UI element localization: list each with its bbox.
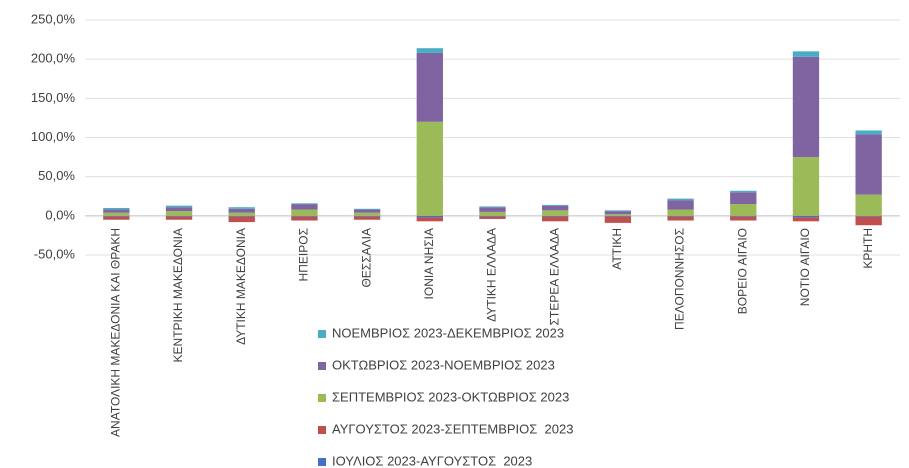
bar-segment	[228, 216, 255, 223]
legend-label: ΙΟΥΛΙΟΣ 2023-ΑΥΓΟΥΣΤΟΣ 2023	[332, 453, 532, 468]
legend-label: ΝΟΕΜΒΡΙΟΣ 2023-ΔΕΚΕΜΒΡΙΟΣ 2023	[332, 325, 564, 340]
y-tick-label: 250,0%	[31, 11, 76, 26]
bar-segment	[103, 215, 130, 217]
bar-segment	[604, 216, 632, 223]
bar-segment	[291, 204, 318, 210]
bar-segment	[479, 206, 506, 208]
legend-swatch	[318, 458, 326, 466]
bar-segment	[792, 51, 820, 57]
bar-segment	[103, 212, 130, 216]
legend-swatch	[318, 394, 326, 402]
bar-segment	[165, 205, 193, 208]
bar-segment	[291, 203, 318, 205]
bar-segment	[667, 209, 694, 216]
bar-segment	[479, 211, 506, 216]
bar-segment	[792, 157, 820, 216]
bar-segment	[542, 216, 569, 222]
x-tick-label: ΝΟΤΙΟ ΑΙΓΑΙΟ	[798, 228, 812, 306]
bar-segment	[353, 208, 381, 210]
bar-segment	[855, 130, 882, 135]
bar-segment	[667, 216, 694, 221]
x-tick-label: ΑΝΑΤΟΛΙΚΗ ΜΑΚΕΔΟΝΙΑ ΚΑΙ ΘΡΑΚΗ	[109, 228, 123, 437]
bar-segment	[416, 52, 443, 122]
bar-segment	[353, 215, 381, 217]
x-tick-label: ΚΡΗΤΗ	[861, 228, 875, 269]
bar-segment	[792, 215, 820, 218]
bar-segment	[416, 217, 443, 222]
bar-segment	[228, 212, 255, 216]
bar-segment	[228, 207, 255, 209]
bar-segment	[165, 211, 193, 216]
x-tick-label: ΘΕΣΣΑΛΙΑ	[359, 228, 373, 288]
bar-segment	[730, 215, 757, 217]
bar-segment	[291, 215, 318, 217]
y-tick-label: 50,0%	[38, 168, 75, 183]
bar-segment	[103, 209, 130, 213]
bar-segment	[165, 207, 193, 212]
bar-segment	[291, 216, 318, 221]
bar-segment	[604, 211, 632, 215]
bar-segment	[667, 215, 694, 217]
bar-segment	[103, 208, 130, 210]
bar-segment	[291, 209, 318, 216]
x-tick-label: ΚΕΝΤΡΙΚΗ ΜΑΚΕΔΟΝΙΑ	[171, 228, 185, 362]
x-tick-label: ΔΥΤΙΚΗ ΕΛΛΑΔΑ	[485, 228, 499, 322]
bar-segment	[792, 56, 820, 158]
legend-swatch	[318, 362, 326, 370]
bar-segment	[353, 216, 381, 220]
bar-segment	[730, 216, 757, 221]
bar-segment	[604, 215, 632, 217]
bar-segment	[416, 48, 443, 53]
bar-segment	[416, 215, 443, 218]
x-tick-label: ΠΕΛΟΠΟΝΝΗΣΟΣ	[673, 228, 687, 330]
x-tick-label: ΔΥΤΙΚΗ ΜΑΚΕΔΟΝΙΑ	[234, 228, 248, 345]
bar-segment	[730, 190, 757, 193]
bar-segment	[542, 204, 569, 206]
bar-segment	[479, 216, 506, 219]
bar-segment	[730, 204, 757, 216]
legend-swatch	[318, 330, 326, 338]
bar-segment	[479, 207, 506, 212]
bar-segment	[542, 205, 569, 211]
bar-segment	[353, 212, 381, 216]
legend-swatch	[318, 426, 326, 434]
bar-segment	[165, 215, 193, 217]
x-tick-label: ΑΤΤΙΚΗ	[610, 228, 624, 270]
bar-segment	[416, 121, 443, 216]
bar-segment	[730, 192, 757, 205]
legend-label: ΑΥΓΟΥΣΤΟΣ 2023-ΣΕΠΤΕΜΒΡΙΟΣ 2023	[332, 421, 573, 436]
bar-segment	[667, 200, 694, 210]
x-tick-label: ΒΟΡΕΙΟ ΑΙΓΑΙΟ	[735, 228, 749, 314]
bar-segment	[228, 208, 255, 213]
y-tick-label: 150,0%	[31, 90, 76, 105]
bar-segment	[479, 215, 506, 217]
bar-segment	[542, 215, 569, 217]
bar-segment	[855, 215, 882, 217]
bar-segment	[855, 134, 882, 195]
bar-segment	[604, 210, 632, 212]
bar-segment	[353, 209, 381, 213]
bar-segment	[855, 216, 882, 226]
bar-segment	[103, 216, 130, 220]
y-tick-label: 200,0%	[31, 51, 76, 66]
bar-segment	[855, 194, 882, 216]
bar-segment	[228, 215, 255, 217]
bar-segment	[667, 198, 694, 201]
bar-segment	[165, 216, 193, 220]
y-tick-label: -50,0%	[34, 246, 76, 261]
y-tick-label: 100,0%	[31, 129, 76, 144]
bar-segment	[604, 214, 632, 216]
x-tick-label: ΣΤΕΡΕΑ ΕΛΛΑΔΑ	[547, 228, 561, 326]
bar-segment	[792, 217, 820, 222]
x-tick-label: ΗΠΕΙΡΟΣ	[297, 228, 311, 281]
legend-label: ΟΚΤΩΒΡΙΟΣ 2023-ΝΟΕΜΒΡΙΟΣ 2023	[332, 357, 555, 372]
legend-label: ΣΕΠΤΕΜΒΡΙΟΣ 2023-ΟΚΤΩΒΡΙΟΣ 2023	[332, 389, 569, 404]
bar-segment	[542, 210, 569, 216]
x-tick-label: ΙΟΝΙΑ ΝΗΣΙΑ	[422, 228, 436, 299]
y-tick-label: 0,0%	[45, 207, 75, 222]
